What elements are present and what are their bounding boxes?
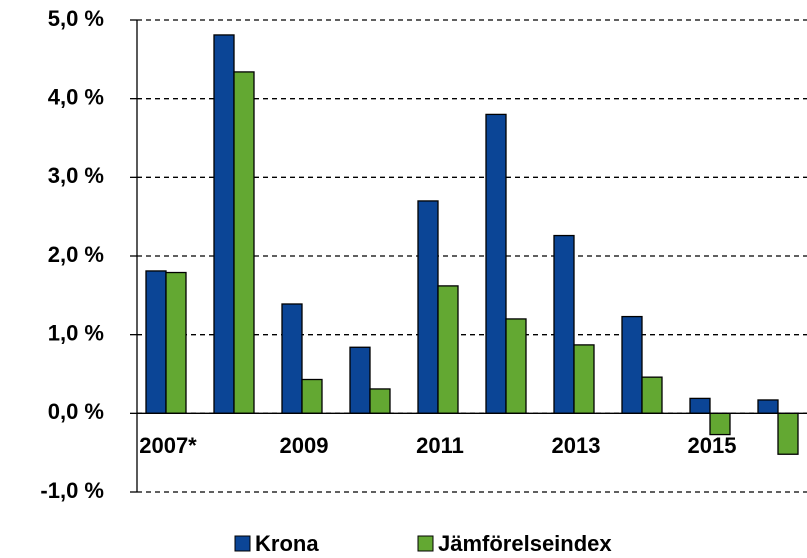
x-tick-label: 2015 — [688, 433, 737, 458]
bar — [281, 303, 303, 414]
legend-swatch — [417, 535, 434, 552]
bar — [349, 346, 371, 414]
x-tick-label: 2011 — [416, 433, 464, 458]
legend-swatch — [234, 535, 251, 552]
bar — [369, 388, 391, 414]
y-tick-label: -1,0 % — [40, 478, 104, 503]
y-tick-label: 1,0 % — [48, 320, 104, 345]
bar — [689, 397, 711, 414]
bar — [417, 200, 439, 414]
bar — [505, 318, 527, 414]
x-tick-label: 2009 — [280, 433, 329, 458]
bar — [621, 315, 643, 414]
bar — [145, 270, 167, 414]
bar — [437, 285, 459, 414]
y-tick-label: 5,0 % — [48, 6, 104, 31]
bar — [165, 271, 187, 414]
y-tick-label: 4,0 % — [48, 84, 104, 109]
bar — [213, 34, 235, 414]
y-tick-label: 0,0 % — [48, 399, 104, 424]
bar — [233, 71, 255, 414]
bar — [777, 412, 799, 455]
legend-label: Krona — [255, 531, 319, 556]
y-tick-label: 3,0 % — [48, 163, 104, 188]
bar — [301, 378, 323, 414]
bar — [553, 234, 575, 414]
x-tick-label: 2007* — [139, 433, 197, 458]
y-tick-label: 2,0 % — [48, 242, 104, 267]
bar — [641, 376, 663, 414]
x-tick-label: 2013 — [552, 433, 601, 458]
bar — [485, 113, 507, 414]
bar — [757, 399, 779, 414]
legend-label: Jämförelseindex — [438, 531, 612, 556]
bar — [573, 344, 595, 414]
bar — [709, 412, 731, 436]
